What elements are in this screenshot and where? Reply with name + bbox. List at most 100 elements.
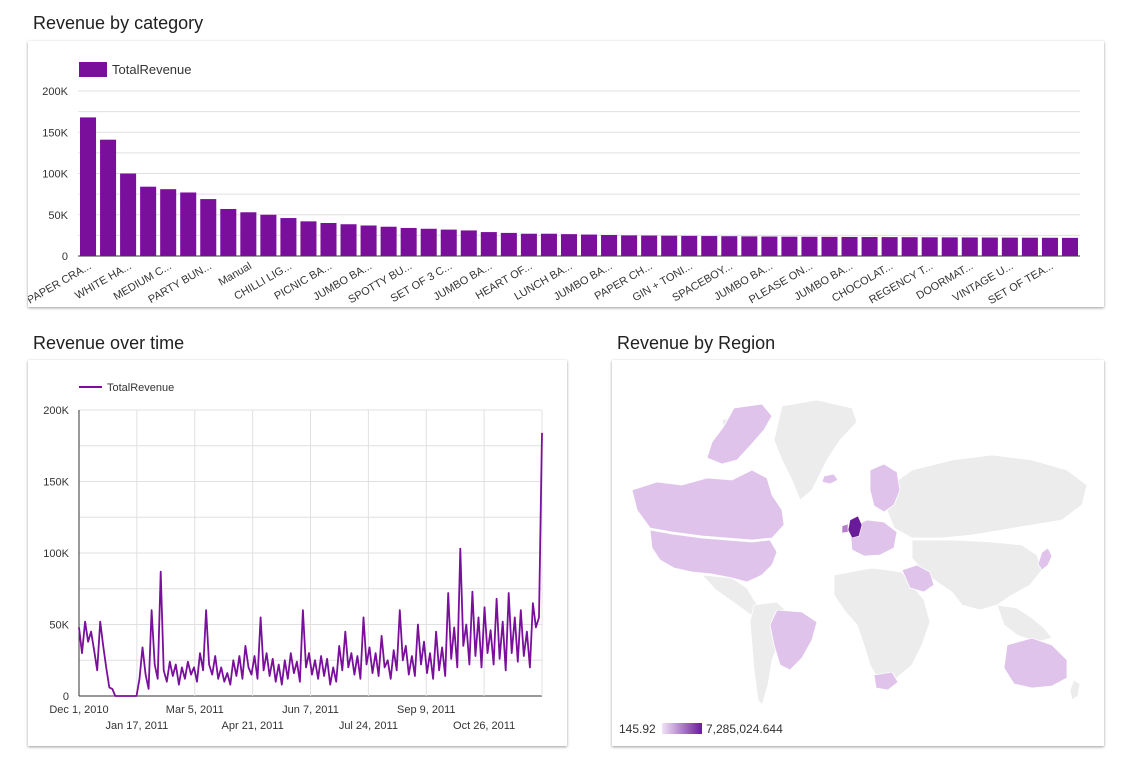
region-new-zealand — [1069, 679, 1081, 701]
region-scandinavia — [869, 463, 901, 513]
region-iceland — [821, 473, 839, 485]
bar-mark[interactable] — [721, 236, 738, 256]
time-chart-card: 0 50K 100K 150K 200K Dec 1, 2010 Mar 5, 2011 Ju… — [28, 360, 567, 746]
bar-mark[interactable] — [360, 225, 377, 256]
world-map[interactable] — [612, 360, 1104, 746]
bar-mark[interactable] — [841, 236, 858, 256]
line-x-tick-label: Jul 24, 2011 — [339, 720, 398, 732]
bar-mark[interactable] — [340, 224, 357, 256]
region-south-africa — [873, 671, 899, 691]
bar-y-tick-label: 200K — [42, 86, 68, 98]
bar-mark[interactable] — [220, 208, 237, 256]
region-russia — [883, 454, 1088, 539]
line-x-tick-label: Dec 1, 2010 — [49, 704, 108, 716]
bar-mark[interactable] — [941, 237, 958, 256]
line-x-tick-label: Apr 21, 2011 — [222, 720, 284, 732]
bar-mark[interactable] — [500, 232, 517, 256]
bar-mark[interactable] — [1061, 237, 1078, 256]
bar-mark[interactable] — [440, 229, 457, 256]
bar-mark[interactable] — [601, 234, 618, 256]
bar-mark[interactable] — [881, 237, 898, 256]
region-greenland — [773, 399, 858, 501]
bar-mark[interactable] — [961, 237, 978, 256]
bar-y-tick-label: 100K — [42, 169, 68, 181]
bar-mark[interactable] — [661, 235, 678, 256]
time-line-chart[interactable]: 0 50K 100K 150K 200K Dec 1, 2010 Mar 5, 2011 Ju… — [28, 360, 567, 746]
bar-mark[interactable] — [200, 199, 217, 256]
region-brazil — [769, 609, 818, 671]
bar-mark[interactable] — [280, 218, 297, 256]
bar-mark[interactable] — [420, 228, 437, 256]
bar-mark[interactable] — [400, 227, 417, 256]
bar-legend-swatch — [79, 62, 107, 77]
bar-mark[interactable] — [300, 221, 317, 256]
bar-mark[interactable] — [260, 214, 277, 256]
bar-mark[interactable] — [480, 232, 497, 256]
category-chart-card: 0 50K 100K 150K 200K TotalRevenue PAPER CRA...… — [25, 41, 1104, 307]
bar-mark[interactable] — [540, 233, 557, 256]
bar-mark[interactable] — [641, 235, 658, 256]
map-data-regions — [631, 403, 1068, 691]
bar-mark[interactable] — [1021, 237, 1038, 256]
line-y-tick-label: 50K — [49, 620, 69, 632]
bar-mark[interactable] — [741, 236, 758, 256]
region-middle-east — [901, 564, 935, 593]
region-map-card: 145.92 7,285,024.644 — [612, 360, 1104, 746]
bar-mark[interactable] — [120, 173, 137, 257]
region-western-europe — [849, 519, 898, 557]
line-legend-label: TotalRevenue — [107, 382, 174, 394]
region-ireland — [841, 523, 849, 534]
region-usa — [649, 529, 778, 583]
bar-x-tick-label: PAPER CRA... — [28, 260, 94, 306]
bar-mark[interactable] — [921, 237, 938, 256]
line-x-tick-label: Jan 17, 2011 — [105, 720, 168, 732]
line-y-tick-label: 0 — [63, 691, 69, 703]
category-chart-title: Revenue by category — [33, 13, 204, 33]
map-scale-min: 145.92 — [619, 722, 656, 736]
region-canada — [631, 469, 785, 541]
line-x-tick-label: Jun 7, 2011 — [282, 704, 339, 716]
bar-mark[interactable] — [981, 237, 998, 256]
category-bar-chart[interactable]: 0 50K 100K 150K 200K TotalRevenue PAPER CRA...… — [25, 41, 1104, 307]
bar-y-tick-label: 150K — [42, 127, 68, 139]
bar-mark[interactable] — [100, 139, 117, 256]
map-color-scale — [662, 723, 702, 734]
line-y-tick-label: 150K — [43, 477, 69, 489]
bar-mark[interactable] — [781, 236, 798, 256]
bar-mark[interactable] — [180, 192, 197, 256]
bar-y-tick-label: 50K — [48, 210, 68, 222]
region-greenland-lilac — [706, 403, 773, 465]
line-y-tick-label: 100K — [43, 548, 69, 560]
bar-mark[interactable] — [560, 234, 577, 256]
bar-mark[interactable] — [140, 186, 157, 256]
line-x-tick-label: Oct 26, 2011 — [453, 720, 515, 732]
bar-mark[interactable] — [80, 117, 97, 257]
revenue-line[interactable] — [78, 432, 543, 697]
bar-mark[interactable] — [460, 230, 477, 256]
bar-mark[interactable] — [520, 233, 537, 256]
bar-mark[interactable] — [1041, 237, 1058, 256]
line-x-tick-label: Mar 5, 2011 — [166, 704, 224, 716]
region-chart-title: Revenue by Region — [617, 333, 776, 353]
region-southeast-asia — [996, 604, 1053, 643]
bar-mark[interactable] — [380, 226, 397, 256]
bar-mark[interactable] — [761, 236, 778, 256]
line-x-tick-label: Sep 9, 2011 — [397, 704, 456, 716]
bar-mark[interactable] — [801, 236, 818, 256]
bar-mark[interactable] — [901, 237, 918, 256]
time-chart-title: Revenue over time — [33, 333, 185, 353]
bar-mark[interactable] — [320, 223, 337, 256]
line-y-tick-label: 200K — [43, 405, 69, 417]
bar-mark[interactable] — [681, 235, 698, 256]
region-japan — [1037, 547, 1053, 571]
bar-mark[interactable] — [240, 212, 257, 256]
map-scale-max: 7,285,024.644 — [706, 722, 783, 736]
bar-mark[interactable] — [701, 236, 718, 256]
bar-mark[interactable] — [861, 237, 878, 256]
bar-mark[interactable] — [821, 236, 838, 256]
bar-mark[interactable] — [160, 189, 177, 256]
bar-mark[interactable] — [581, 234, 598, 256]
bar-mark[interactable] — [1001, 237, 1018, 256]
bar-mark[interactable] — [621, 235, 638, 256]
region-australia — [1003, 637, 1068, 689]
